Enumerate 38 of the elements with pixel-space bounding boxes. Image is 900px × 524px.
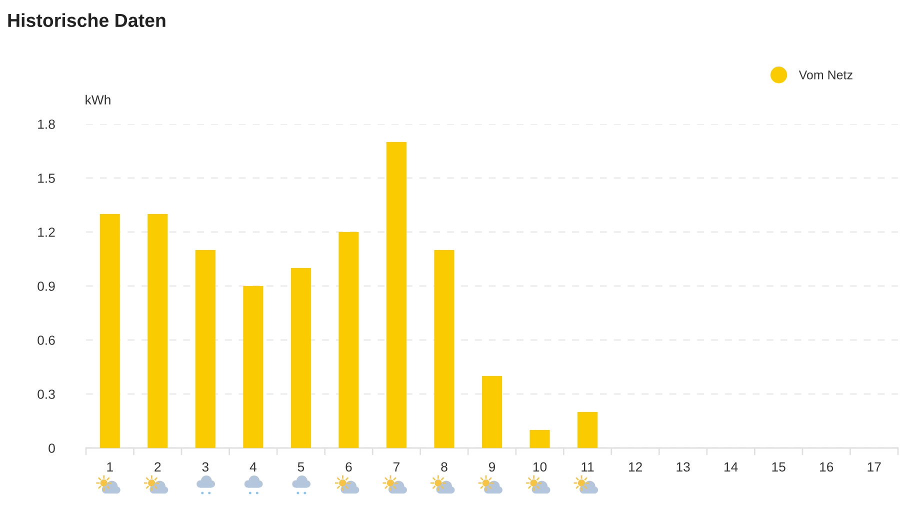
bar [243, 286, 264, 448]
y-tick-label: 1.8 [38, 120, 55, 129]
y-tick-label: 1.5 [38, 174, 55, 183]
bar [100, 214, 120, 448]
bar [482, 376, 502, 448]
legend-label: Vom Netz [798, 70, 852, 80]
x-tick-label: 4 [250, 462, 256, 472]
x-tick-label: 13 [676, 462, 690, 472]
x-tick-label: 8 [441, 462, 448, 472]
bar [578, 412, 598, 448]
bar [434, 250, 454, 448]
x-tick-label: 11 [582, 462, 594, 472]
x-tick-label: 7 [393, 462, 400, 472]
x-tick-label: 14 [724, 462, 738, 472]
y-tick-label: 0.6 [38, 336, 55, 345]
y-tick-label: 1.2 [38, 228, 55, 237]
x-tick-label: 5 [298, 462, 304, 472]
bar [290, 268, 311, 448]
y-axis-title: kWh [86, 94, 110, 104]
x-tick-label: 2 [154, 462, 161, 472]
x-tick-label: 17 [868, 462, 881, 472]
bar [195, 250, 216, 448]
bar [148, 214, 168, 448]
x-tick-label: 12 [628, 462, 642, 472]
y-tick-label: 0.3 [38, 390, 55, 399]
bar [338, 232, 359, 448]
chart-title: Historische Daten [8, 13, 166, 28]
x-tick-label: 1 [107, 462, 113, 472]
bar [386, 142, 406, 448]
x-tick-label: 15 [772, 462, 786, 472]
y-tick-label: 0.9 [38, 282, 55, 291]
bar [530, 430, 550, 448]
x-tick-label: 16 [820, 462, 834, 472]
x-tick-label: 3 [202, 462, 208, 472]
y-tick-label: 0 [48, 444, 55, 453]
x-tick-label: 9 [488, 462, 496, 472]
x-tick-label: 10 [533, 462, 547, 472]
x-tick-label: 6 [346, 462, 352, 472]
